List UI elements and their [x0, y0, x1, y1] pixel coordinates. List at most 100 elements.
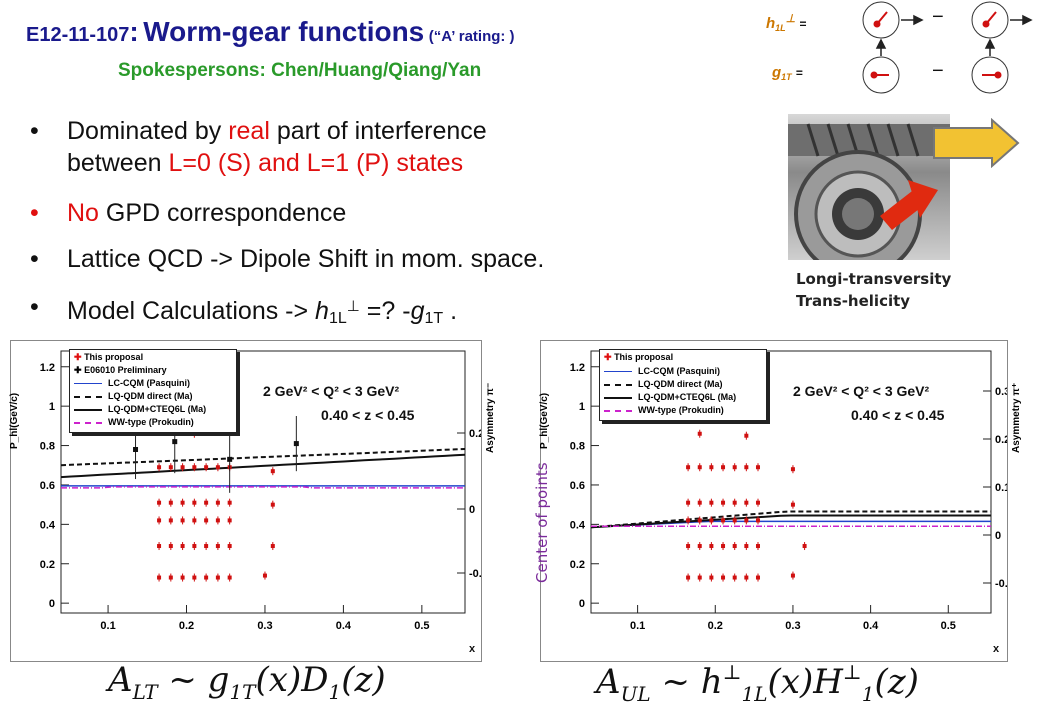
- plot-right: 1.2 1 0.8 0.6 0.4 0.2 0 0.1 0.2 0.3 0.4 0.5 0.3 0.2 0.…: [533, 340, 1022, 662]
- projected-point: [686, 465, 691, 470]
- legend-item: ✚ This proposal: [604, 352, 674, 362]
- projected-point: [168, 575, 173, 580]
- projected-point: [192, 431, 197, 436]
- arrow-graphic: [933, 118, 1020, 168]
- projected-point: [215, 465, 220, 470]
- kinematics-z: 0.40 < z < 0.45: [321, 407, 415, 423]
- plot-left-canvas: 1.2 1 0.8 0.6 0.4 0.2 0 0.1 0.2 0.3 0.4 0.5 0.2 0 -0.2: [40, 350, 481, 632]
- rating-text: (“A’ rating: ): [428, 28, 515, 45]
- bullet-dot: •: [30, 293, 39, 321]
- bullet-text: No GPD correspondence: [67, 199, 347, 227]
- title-text: Worm-gear functions: [143, 16, 425, 47]
- projected-point: [732, 544, 737, 549]
- projected-point: [697, 518, 702, 523]
- y-tick-label: 0.4: [40, 519, 56, 531]
- slide-title: E12-11-107: Worm-gear functions (“A’ rat…: [26, 16, 515, 48]
- h-label: h1L⊥ =: [766, 13, 807, 33]
- bullet-text: Dominated by real part of interference: [67, 117, 487, 145]
- projected-point: [168, 500, 173, 505]
- y-tick-label: 1: [579, 401, 585, 413]
- ww-type-curve: [61, 486, 465, 489]
- projected-point: [721, 465, 726, 470]
- formula-alt: ALT ~ g1T(x)D1(z): [108, 660, 386, 704]
- y-tick-label: 0.6: [40, 480, 55, 492]
- projected-point: [168, 465, 173, 470]
- y2-tick-label: 0.2: [995, 434, 1007, 446]
- projected-point: [192, 500, 197, 505]
- projected-point: [686, 575, 691, 580]
- x-tick-label: 0.2: [179, 620, 194, 632]
- projected-point: [755, 575, 760, 580]
- projected-point: [270, 502, 275, 507]
- y-tick-label: 0.8: [570, 441, 585, 453]
- projected-point: [204, 465, 209, 470]
- lq-qdm-cteq-curve: [60, 453, 466, 479]
- projected-point: [721, 575, 726, 580]
- y-tick-label: 0: [579, 598, 585, 610]
- e06010-point: [293, 441, 299, 447]
- projected-point: [709, 500, 714, 505]
- x-axis-label: x: [469, 643, 476, 655]
- legend-item: LQ-QDM+CTEQ6L (Ma): [74, 404, 206, 414]
- y2-axis-label: Asymmetry π⁺: [1011, 382, 1022, 453]
- projected-point: [180, 518, 185, 523]
- projected-point: [790, 467, 795, 472]
- projected-point: [157, 544, 162, 549]
- projected-point: [262, 573, 267, 578]
- lq-qdm-direct-curve: [60, 448, 466, 467]
- y-tick-label: 0.4: [570, 519, 586, 531]
- plot-right-canvas: 1.2 1 0.8 0.6 0.4 0.2 0 0.1 0.2 0.3 0.4 0.5 0.3 0.2 0.…: [570, 350, 1007, 632]
- y-tick-label: 1.2: [40, 362, 55, 374]
- projected-point: [697, 500, 702, 505]
- projected-point: [755, 465, 760, 470]
- projected-point: [204, 518, 209, 523]
- bullet-text: Model Calculations -> h1L⊥ =? -g1T .: [67, 297, 458, 327]
- projected-point: [180, 575, 185, 580]
- projected-point: [204, 500, 209, 505]
- minus-bottom: −: [932, 60, 944, 82]
- projected-point: [204, 575, 209, 580]
- kinematics-z: 0.40 < z < 0.45: [851, 407, 945, 423]
- projected-point: [157, 500, 162, 505]
- projected-point: [180, 544, 185, 549]
- projected-point: [755, 518, 760, 523]
- projected-point: [744, 465, 749, 470]
- legend-item: LQ-QDM+CTEQ6L (Ma): [604, 392, 736, 402]
- projected-point: [790, 502, 795, 507]
- experiment-code: E12-11-107: [26, 24, 130, 46]
- legend-item: LC-CQM (Pasquini): [74, 378, 190, 388]
- legend-item: LQ-QDM direct (Ma): [604, 379, 723, 389]
- projected-point: [204, 544, 209, 549]
- x-tick-label: 0.3: [257, 620, 272, 632]
- y2-axis-label: Asymmetry π⁻: [485, 382, 496, 453]
- legend-item: LC-CQM (Pasquini): [604, 366, 720, 376]
- x-tick-label: 0.1: [100, 620, 115, 632]
- lq-qdm-cteq-curve: [590, 514, 991, 529]
- y2-tick-label: 0.2: [469, 428, 481, 440]
- projected-point: [709, 575, 714, 580]
- projected-point: [215, 544, 220, 549]
- projected-point: [697, 544, 702, 549]
- y-tick-label: 0.2: [40, 559, 55, 571]
- overlay-label: Center of points: [533, 462, 551, 583]
- projected-point: [168, 544, 173, 549]
- e06010-point: [227, 456, 233, 462]
- projected-point: [732, 575, 737, 580]
- y2-tick-label: -0.1: [995, 578, 1007, 590]
- projected-point: [709, 544, 714, 549]
- projected-point: [709, 518, 714, 523]
- projected-point: [697, 431, 702, 436]
- bullet-dot: •: [30, 117, 39, 145]
- plot-frame: [60, 350, 466, 614]
- projected-point: [157, 465, 162, 470]
- y2-tick-label: 0: [469, 504, 475, 516]
- bullet-text: between L=0 (S) and L=1 (P) states: [67, 149, 464, 177]
- projected-point: [721, 518, 726, 523]
- bullet-text: Lattice QCD -> Dipole Shift in mom. spac…: [67, 245, 545, 273]
- e06010-point: [172, 439, 178, 445]
- projected-point: [180, 500, 185, 505]
- projected-point: [732, 518, 737, 523]
- x-tick-label: 0.4: [863, 620, 879, 632]
- projected-point: [215, 518, 220, 523]
- image-caption: Longi-transversity Trans-helicity: [796, 270, 952, 310]
